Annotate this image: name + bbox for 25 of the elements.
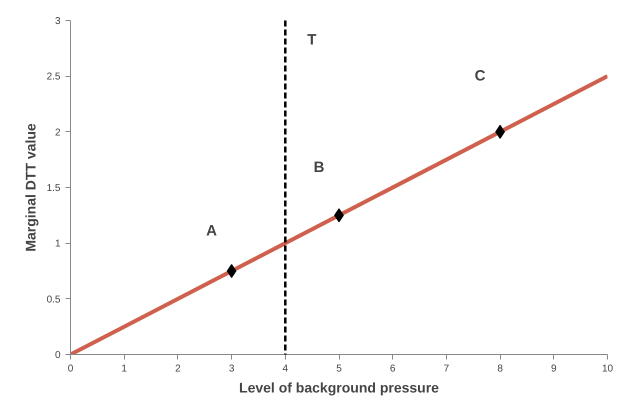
x-tick-label: 3 xyxy=(228,364,235,374)
ref-line-label: T xyxy=(307,32,316,48)
annotation: A xyxy=(206,222,218,240)
y-tick-label: 2 xyxy=(54,127,61,138)
annotation: C xyxy=(474,67,486,84)
x-tick-label: 1 xyxy=(121,364,128,374)
y-tick-label: 1 xyxy=(54,238,61,250)
y-tick-label: 0.5 xyxy=(46,294,61,306)
y-tick-label: 2.5 xyxy=(46,72,61,83)
x-tick-label: 7 xyxy=(444,364,450,374)
x-tick-label: 4 xyxy=(282,364,289,374)
y-tick-label: 3 xyxy=(54,16,61,27)
x-tick-label: 6 xyxy=(390,364,396,374)
y-axis-title: Marginal DTT value xyxy=(22,123,39,252)
x-tick-label: 9 xyxy=(551,364,558,374)
y-tick-label: 0 xyxy=(54,350,61,361)
x-tick-label: 8 xyxy=(497,364,504,374)
point xyxy=(226,264,236,278)
x-axis-title: Level of background pressure xyxy=(239,380,440,396)
y-tick-label: 1.5 xyxy=(46,183,61,194)
annotation: B xyxy=(314,158,325,176)
x-tick-label: 0 xyxy=(68,364,74,374)
x-tick-label: 5 xyxy=(336,364,342,374)
x-tick-label: 10 xyxy=(602,364,614,374)
x-tick-label: 2 xyxy=(175,364,182,374)
